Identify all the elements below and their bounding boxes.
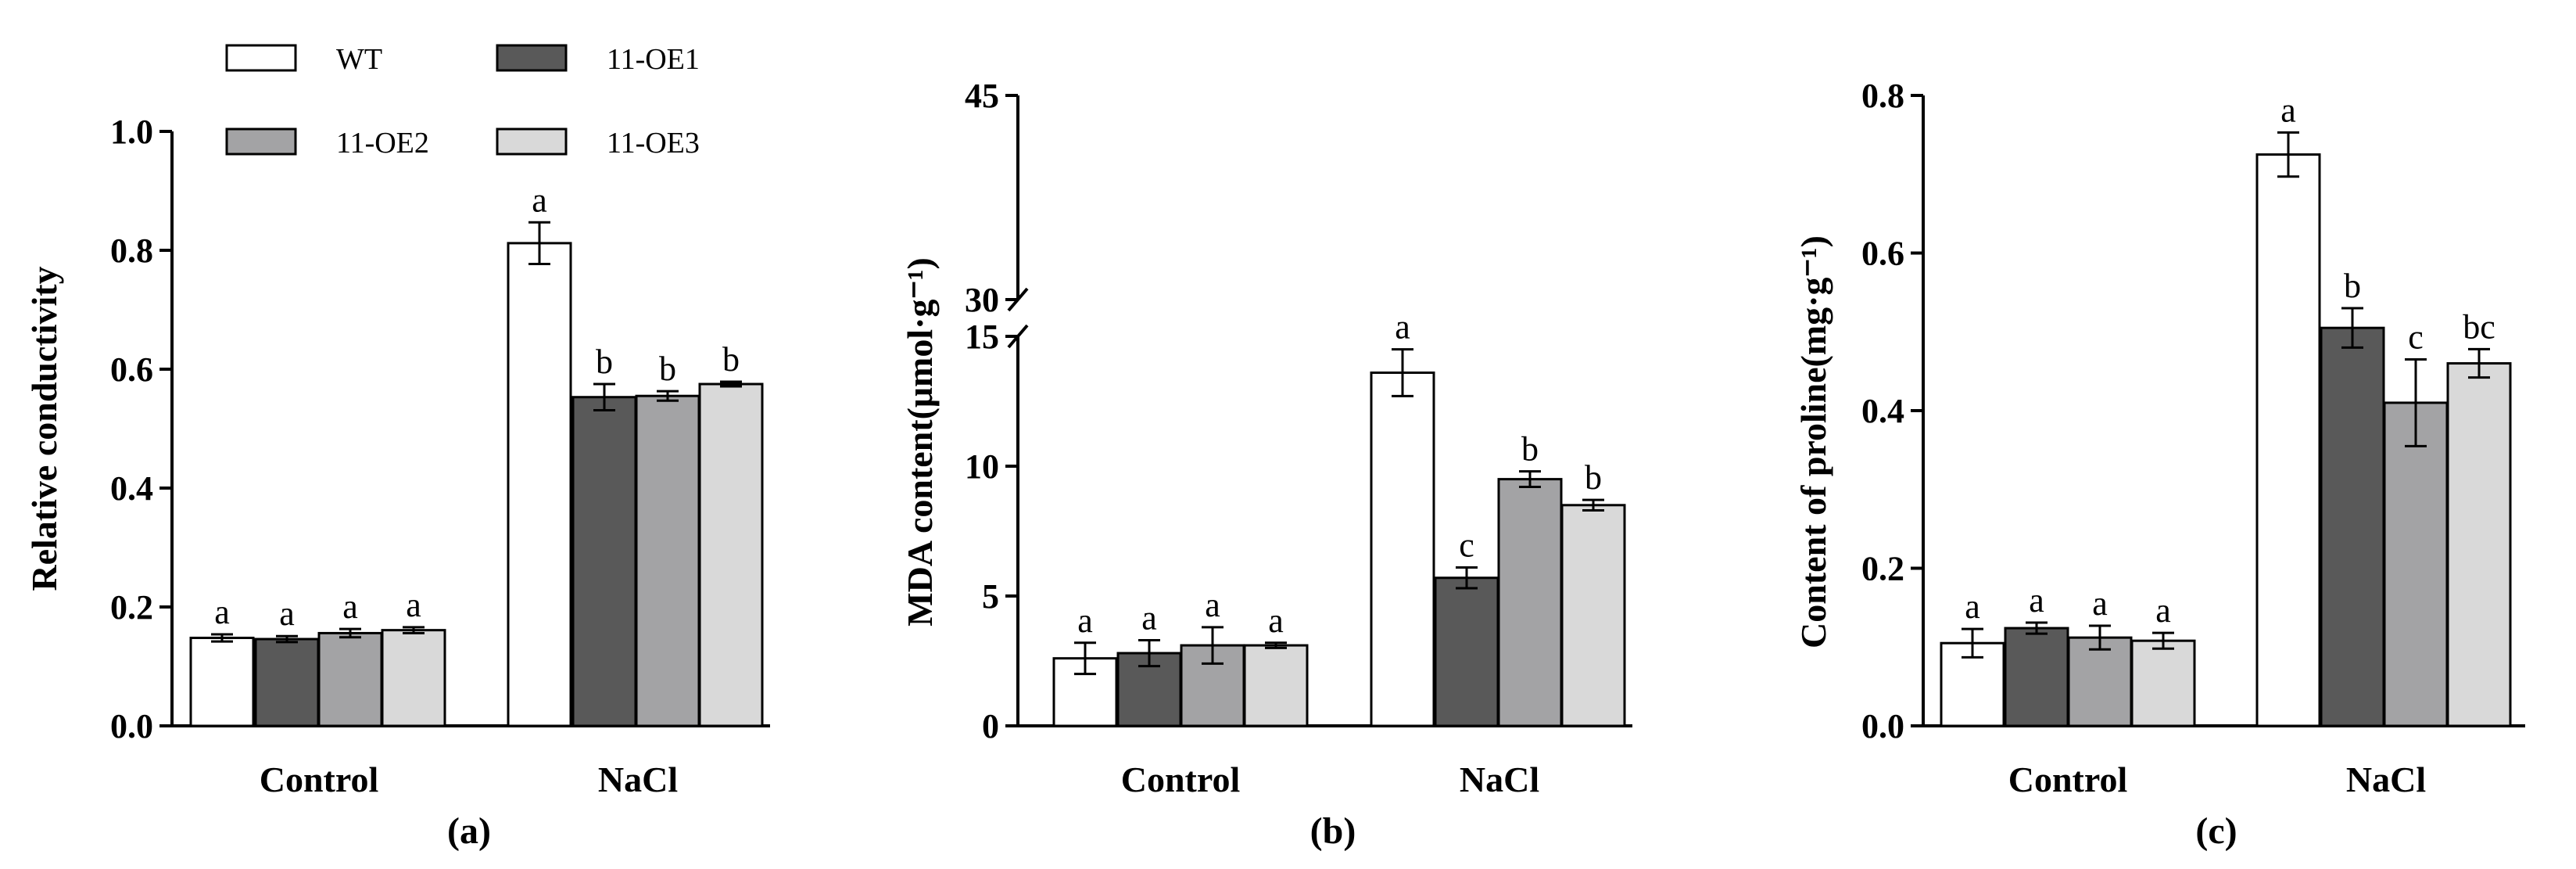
bar-wt <box>1370 371 1435 727</box>
y-tick-label: 0.6 <box>110 350 153 389</box>
y-tick-label: 0 <box>982 707 999 745</box>
bar-wt <box>507 242 572 727</box>
significance-letter: a <box>1205 586 1220 624</box>
y-tick-label: 1.0 <box>110 113 153 151</box>
group-label: NaCl <box>2346 759 2426 799</box>
significance-letter: b <box>1521 430 1539 469</box>
group-label: NaCl <box>1460 759 1539 799</box>
panel-a-relative-conductivity: 0.0 0.2 0.4 0.6 0.8 1.0 Relative conductivity a… <box>24 113 770 852</box>
panel-c-proline-content: 0.0 0.2 0.4 0.6 0.8 Content of proline(mg·g⁻¹… <box>1793 77 2525 852</box>
y-tick-label: 5 <box>982 577 999 616</box>
bar-11-oe3 <box>698 382 764 727</box>
bar-11-oe2 <box>635 394 700 727</box>
significance-letter: a <box>406 586 421 624</box>
bar-11-oe2 <box>2383 401 2449 727</box>
bar-wt <box>189 637 255 727</box>
y-axis-title: Content of proline(mg·g⁻¹) <box>1793 235 1833 648</box>
legend-swatch-11-oe2 <box>225 127 297 156</box>
y-tick-label: 0.2 <box>110 588 153 627</box>
y-tick-label: 10 <box>965 447 999 486</box>
y-tick-label: 15 <box>965 318 999 356</box>
significance-letter: a <box>1077 601 1093 640</box>
group-label: Control <box>2008 759 2128 799</box>
bar-11-oe2 <box>1497 478 1563 727</box>
bar-11-oe3 <box>381 629 446 727</box>
significance-letter: a <box>279 594 295 633</box>
y-tick-label: 0.4 <box>110 469 153 508</box>
group-label: Control <box>1121 759 1241 799</box>
significance-letter: a <box>214 593 230 631</box>
bar-11-oe1 <box>2004 627 2069 727</box>
y-tick-label: 30 <box>965 281 999 319</box>
bar-wt <box>2255 153 2321 727</box>
bar-11-oe1 <box>571 396 637 727</box>
panel-label: (a) <box>447 810 491 852</box>
y-tick-label: 0.0 <box>110 707 153 745</box>
legend-label: WT <box>336 43 382 76</box>
significance-letter: c <box>1459 526 1474 564</box>
legend-label: 11-OE3 <box>607 127 700 160</box>
group-label: NaCl <box>598 759 678 799</box>
y-axis-title: Relative conductivity <box>24 266 64 591</box>
bar-11-oe2 <box>317 631 383 727</box>
y-tick-label: 0.2 <box>1861 550 1904 588</box>
group-label: Control <box>260 759 379 799</box>
bar-11-oe2 <box>2067 636 2133 727</box>
y-tick-label: 45 <box>965 77 999 115</box>
y-axis-title: MDA content(μmol·g⁻¹) <box>900 257 940 627</box>
significance-letter: c <box>2408 318 2424 357</box>
legend-label: 11-OE2 <box>336 127 429 160</box>
significance-letter: a <box>2029 581 2044 619</box>
panel-label: (c) <box>2195 810 2237 852</box>
legend: WT 11-OE1 11-OE2 11-OE3 <box>225 43 700 160</box>
bar-11-oe3 <box>2446 362 2512 727</box>
significance-letter: a <box>2092 584 2108 623</box>
significance-letter: b <box>722 340 740 379</box>
significance-letter: bc <box>2463 307 2495 346</box>
y-tick-label: 0.0 <box>1861 707 1904 745</box>
significance-letter: a <box>1141 598 1157 637</box>
significance-letter: b <box>2344 267 2361 305</box>
bar-11-oe1 <box>2320 326 2385 727</box>
legend-swatch-11-oe1 <box>496 44 568 72</box>
legend-swatch-wt <box>225 44 297 72</box>
significance-letter: a <box>1268 601 1284 640</box>
y-tick-label: 0.8 <box>1861 77 1904 115</box>
significance-letter: b <box>1585 458 1602 497</box>
bar-11-oe3 <box>2130 639 2196 727</box>
significance-letter: b <box>596 343 613 381</box>
y-tick-label: 0.6 <box>1861 235 1904 273</box>
panel-label: (b) <box>1310 810 1356 852</box>
significance-letter: a <box>1395 308 1410 347</box>
legend-label: 11-OE1 <box>607 43 700 76</box>
significance-letter: a <box>342 587 358 626</box>
bar-11-oe1 <box>1434 576 1499 727</box>
bar-11-oe1 <box>254 637 320 727</box>
significance-letter: a <box>2280 91 2296 129</box>
bar-11-oe3 <box>1243 644 1309 727</box>
bar-11-oe3 <box>1560 504 1626 727</box>
y-tick-label: 0.4 <box>1861 392 1904 430</box>
legend-swatch-11-oe3 <box>496 127 568 156</box>
significance-letter: b <box>659 350 676 388</box>
significance-letter: a <box>532 181 547 219</box>
significance-letter: a <box>1965 587 1980 626</box>
significance-letter: a <box>2155 591 2171 630</box>
y-tick-label: 0.8 <box>110 232 153 270</box>
